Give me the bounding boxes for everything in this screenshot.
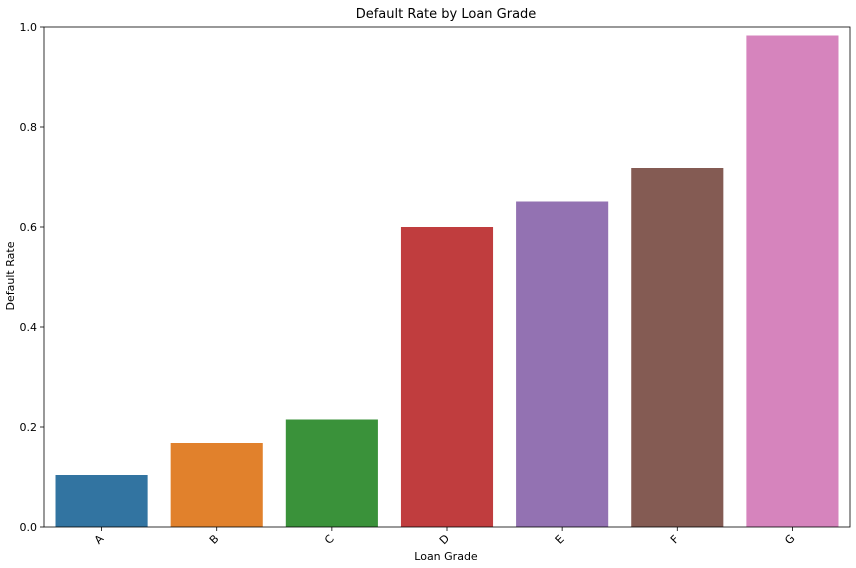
x-tick-label: F xyxy=(668,533,682,547)
x-axis-label: Loan Grade xyxy=(414,550,478,563)
chart-title: Default Rate by Loan Grade xyxy=(356,7,537,22)
y-tick-label: 0.8 xyxy=(20,121,38,134)
x-tick-label: B xyxy=(207,532,222,547)
x-tick-label: E xyxy=(553,532,567,546)
y-tick-label: 0.6 xyxy=(20,221,38,234)
x-tick-label: G xyxy=(782,532,797,547)
x-tick-label: C xyxy=(322,532,337,547)
plot-frame xyxy=(43,26,851,528)
y-axis-ticks: 0.0 0.2 0.4 0.6 0.8 1.0 xyxy=(20,21,44,534)
x-tick-label: D xyxy=(437,532,452,547)
y-tick-label: 0.2 xyxy=(20,421,38,434)
y-tick-label: 0.4 xyxy=(20,321,38,334)
bar-d xyxy=(400,227,494,527)
bar-a xyxy=(55,475,148,527)
x-axis-ticks: A B C D E F G xyxy=(92,527,798,547)
plot-area: 0.0 0.2 0.4 0.6 0.8 1.0 A B C D E F G xyxy=(20,21,851,547)
bar-g xyxy=(746,35,839,527)
bar-e xyxy=(516,201,609,527)
bars-group xyxy=(55,35,839,527)
y-axis-label: Default Rate xyxy=(4,241,17,310)
x-tick-label: A xyxy=(92,532,107,547)
bar-b xyxy=(170,443,263,527)
bar-f xyxy=(631,168,724,527)
bar-c xyxy=(285,419,378,527)
y-tick-label: 1.0 xyxy=(20,21,38,34)
y-tick-label: 0.0 xyxy=(20,521,38,534)
